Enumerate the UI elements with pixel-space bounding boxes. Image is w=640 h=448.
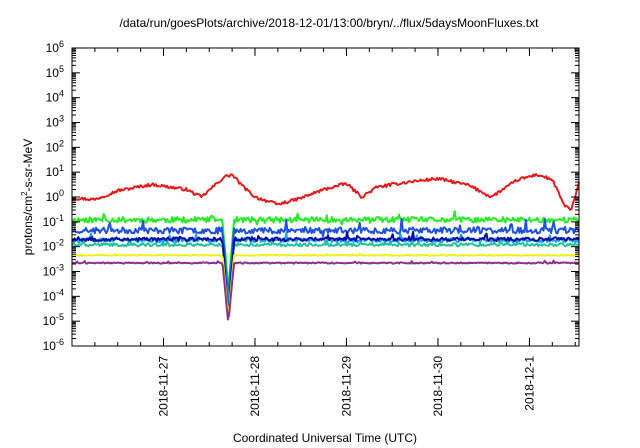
y-axis-title-sup: 2 bbox=[20, 191, 29, 196]
y-tick-label: 102 bbox=[46, 138, 64, 154]
y-tick-label: 10-6 bbox=[43, 337, 64, 353]
plot-area bbox=[71, 173, 580, 321]
y-axis: 10-6 10-5 10-4 10-3 10-2 10-1 100 101 102 103 104 1… bbox=[43, 39, 579, 353]
y-tick-label: 10-1 bbox=[43, 213, 64, 229]
y-axis-title: protons/cm2-s-sr-MeV bbox=[20, 139, 35, 255]
series-line-6 bbox=[71, 230, 580, 312]
x-tick-label: 2018-11-30 bbox=[431, 356, 445, 417]
y-axis-title-part-a: protons/cm bbox=[21, 196, 35, 255]
y-tick-label: 10-4 bbox=[43, 287, 64, 303]
series-line-8 bbox=[71, 259, 580, 321]
y-tick-label: 104 bbox=[46, 89, 64, 105]
y-tick-label: 10-5 bbox=[43, 312, 64, 328]
y-tick-label: 106 bbox=[46, 39, 64, 55]
y-tick-label: 101 bbox=[46, 163, 64, 179]
x-tick-label: 2018-11-29 bbox=[339, 356, 353, 417]
y-tick-label: 103 bbox=[46, 114, 64, 130]
series-line-5 bbox=[71, 238, 580, 306]
y-tick-label: 105 bbox=[46, 64, 64, 80]
y-tick-label: 10-2 bbox=[43, 238, 64, 254]
plot-frame bbox=[71, 47, 580, 347]
series-line-3 bbox=[71, 217, 580, 293]
x-tick-label: 2018-11-28 bbox=[248, 356, 262, 417]
x-tick-label: 2018-11-27 bbox=[156, 356, 170, 417]
chart-title: /data/run/goesPlots/archive/2018-12-01/1… bbox=[120, 16, 540, 30]
y-axis-title-part-b: -s-sr-MeV bbox=[21, 139, 35, 192]
y-tick-label: 100 bbox=[46, 188, 64, 204]
series-line-7 bbox=[71, 252, 580, 316]
y-tick-label: 10-3 bbox=[43, 263, 64, 279]
series-line-1 bbox=[71, 173, 580, 211]
x-tick-label: 2018-12-1 bbox=[522, 356, 536, 411]
x-axis: 2018-11-27 2018-11-28 2018-11-29 2018-11-30… bbox=[71, 48, 576, 417]
series-line-2 bbox=[71, 210, 580, 285]
x-axis-title: Coordinated Universal Time (UTC) bbox=[233, 431, 417, 445]
